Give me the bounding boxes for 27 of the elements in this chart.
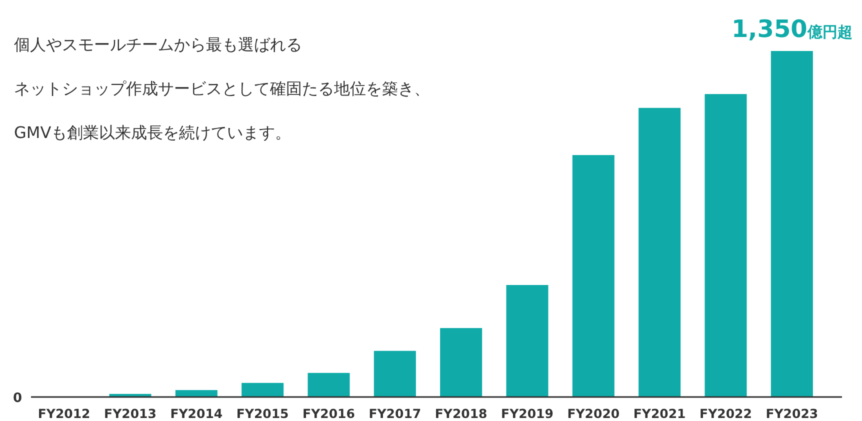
x-tick-label: FY2012: [38, 406, 90, 421]
bar: [308, 372, 350, 397]
x-tick-label: FY2017: [368, 406, 422, 421]
text: 0: [12, 391, 22, 406]
bar: [638, 108, 681, 397]
x-tick-label: FY2022: [700, 406, 752, 421]
data-label: 1,350億円超: [731, 15, 852, 43]
bar: [506, 285, 548, 397]
bar: [175, 390, 218, 397]
annotation: GMVも創業以来成長を続けています。: [14, 123, 292, 142]
x-tick-label: FY2016: [302, 406, 356, 421]
x-tick-label: FY2013: [104, 406, 156, 421]
x-tick-label: FY2019: [501, 406, 554, 421]
bar: [572, 155, 614, 397]
bar: [770, 51, 813, 397]
bar: [374, 350, 416, 397]
annotation: 個人やスモールチームから最も選ばれる: [14, 35, 302, 54]
x-tick-label: FY2020: [567, 406, 620, 421]
bar: [704, 94, 747, 397]
x-tick-label: FY2015: [236, 406, 289, 421]
x-tick-label: FY2014: [170, 406, 223, 421]
x-tick-label: FY2023: [766, 406, 818, 421]
bar: [242, 382, 284, 397]
x-tick-label: FY2018: [434, 406, 488, 421]
x-tick-label: FY2021: [633, 406, 686, 421]
annotation: ネットショップ作成サービスとして確固たる地位を築き、: [14, 79, 430, 98]
bar: [440, 328, 482, 397]
